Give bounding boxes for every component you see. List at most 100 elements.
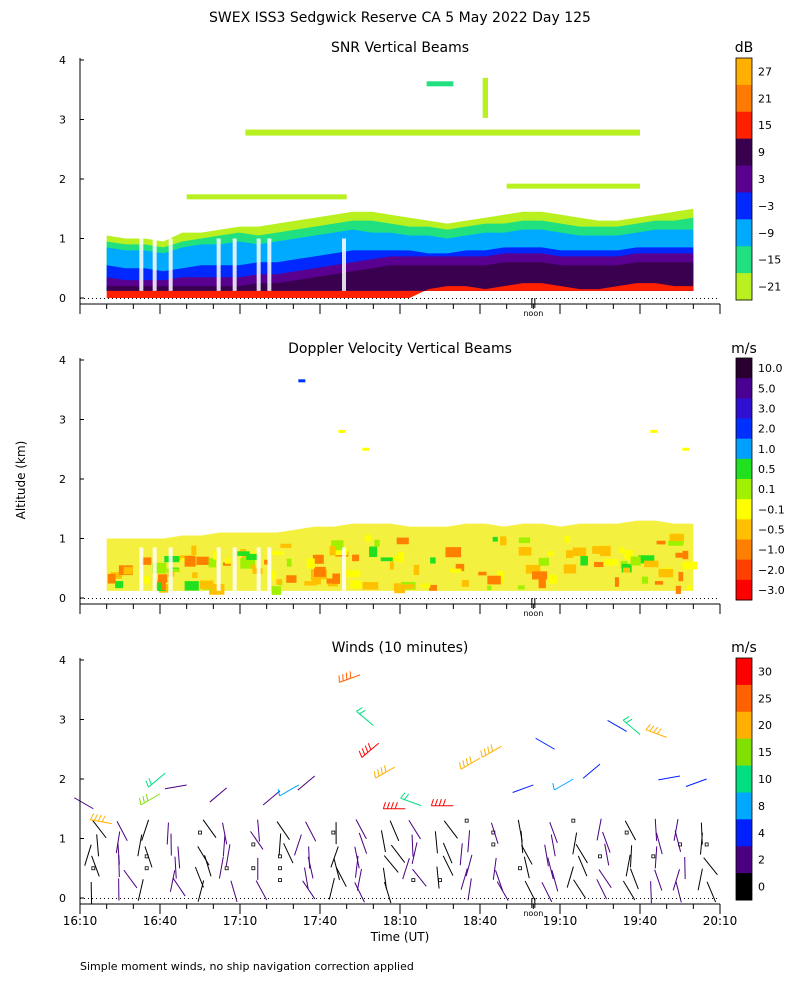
doppler-cell <box>548 574 557 584</box>
wind-barb-shaft <box>222 834 226 857</box>
wind-barb <box>521 844 533 865</box>
wind-barb <box>656 832 663 855</box>
wind-barb <box>222 822 228 845</box>
colorbar-swatch <box>736 711 752 740</box>
doppler-gap <box>152 547 157 591</box>
wind-barb <box>551 870 559 892</box>
wind-barb-flag <box>400 792 406 799</box>
wind-barb-flag <box>394 801 398 809</box>
wind-barb-shaft <box>257 819 261 842</box>
doppler-cell <box>675 585 681 594</box>
wind-barb <box>335 866 347 887</box>
colorbar-label: −0.5 <box>758 523 785 536</box>
wind-barb <box>358 832 368 854</box>
doppler-cell <box>166 568 180 573</box>
wind-barb <box>202 819 217 838</box>
wind-barb <box>604 843 610 866</box>
wind-barb-shaft <box>544 844 549 867</box>
doppler-cell <box>152 562 167 574</box>
wind-barb-shaft <box>335 866 347 887</box>
colorbar-swatch <box>736 84 752 113</box>
snr-feature <box>426 81 454 87</box>
wind-barb-shaft <box>137 834 143 857</box>
wind-barb-shaft <box>572 832 578 855</box>
wind-barb-shaft <box>74 797 94 810</box>
colorbar-frame <box>735 357 753 601</box>
wind-barb-shaft <box>434 831 438 854</box>
wind-barb <box>74 797 94 810</box>
wind-barb <box>297 775 315 791</box>
colorbar-label: 5.0 <box>758 382 776 395</box>
wind-barb <box>625 854 631 877</box>
y-tick-label: 2 <box>59 173 66 186</box>
doppler-cell <box>272 551 284 555</box>
wind-barb-flag <box>142 795 145 803</box>
wind-barb-shaft <box>697 868 703 891</box>
doppler-cell <box>430 557 436 564</box>
wind-barb <box>390 844 406 863</box>
wind-barb-shaft <box>654 846 658 869</box>
wind-barb-flag <box>383 765 387 773</box>
wind-barb <box>89 813 113 825</box>
doppler-cell <box>286 575 297 583</box>
footnote: Simple moment winds, no ship navigation … <box>80 960 414 973</box>
wind-barb-flag <box>656 728 662 735</box>
wind-barb-shaft <box>650 881 652 904</box>
wind-barb <box>675 880 682 903</box>
wind-barb <box>430 798 454 807</box>
wind-barb-flag <box>483 748 487 756</box>
wind-barb-shaft <box>654 818 658 841</box>
wind-barb-shaft <box>339 674 361 683</box>
wind-barb-flag <box>93 814 98 821</box>
wind-barb <box>177 846 181 869</box>
wind-barb-shaft <box>355 819 367 840</box>
wind-barb <box>222 834 226 857</box>
y-tick-label: 1 <box>59 533 66 546</box>
wind-barb-shaft <box>276 821 290 840</box>
doppler-cell <box>604 559 619 566</box>
wind-barb <box>400 792 422 807</box>
wind-barb-flag <box>390 801 394 809</box>
wind-barb <box>467 878 472 901</box>
wind-barb-shaft <box>412 868 427 887</box>
wind-barb <box>550 834 556 857</box>
doppler-cell <box>678 571 684 582</box>
wind-barb <box>91 855 100 877</box>
y-tick-label: 0 <box>59 292 66 305</box>
wind-barb <box>512 784 534 793</box>
colorbar-swatch <box>736 765 752 793</box>
wind-barb <box>137 879 144 901</box>
wind-barb-shaft <box>656 832 663 855</box>
doppler-cell <box>675 552 683 558</box>
wind-barb <box>572 832 578 855</box>
wind-barb-shaft <box>482 745 502 758</box>
wind-barb-shaft <box>177 846 181 869</box>
wind-barb <box>96 834 100 857</box>
doppler-cell <box>346 570 361 577</box>
wind-barb-shaft <box>278 833 282 856</box>
wind-barb-shaft <box>375 766 395 779</box>
colorbar-label: 2 <box>758 854 765 867</box>
doppler-data <box>106 379 697 595</box>
x-tick-label: 17:40 <box>303 914 338 928</box>
doppler-cell <box>614 577 619 587</box>
calm-marker <box>598 854 602 859</box>
colorbar-swatch <box>736 219 752 247</box>
wind-barb <box>436 866 440 889</box>
doppler-cell <box>564 535 570 543</box>
doppler-cell <box>563 564 577 574</box>
wind-barb <box>169 870 176 892</box>
wind-barb-shaft <box>573 879 586 899</box>
wind-barb <box>492 857 497 880</box>
wind-barb <box>443 820 458 839</box>
colorbar-swatch <box>736 192 752 220</box>
doppler-cell <box>250 564 256 569</box>
wind-barb <box>412 868 427 887</box>
winds-axes: 0 1 2 3 4 noon 16:10 16:40 17:10 17:40 18:10 18:40 1… <box>59 654 737 928</box>
doppler-cell <box>572 547 587 557</box>
y-tick-label: 0 <box>59 892 66 905</box>
doppler-cell <box>394 584 406 594</box>
wind-barb <box>411 842 418 864</box>
wind-barb-shaft <box>408 820 421 840</box>
